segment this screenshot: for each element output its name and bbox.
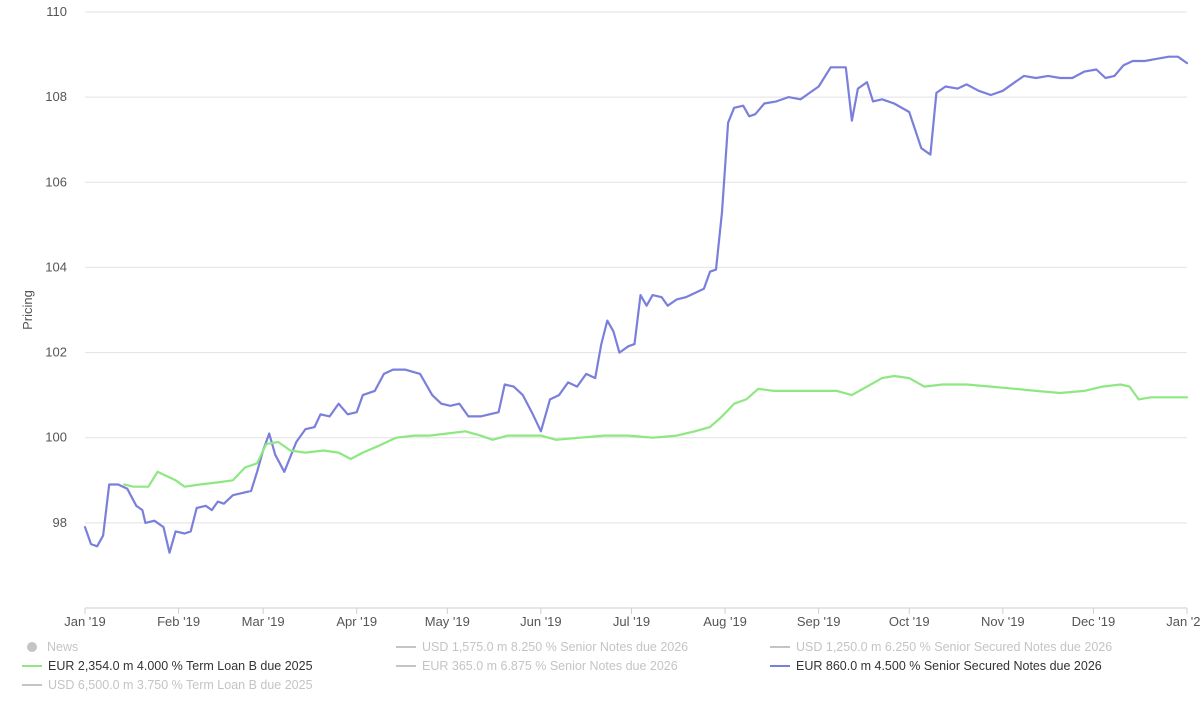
x-tick-label: Apr '19	[336, 614, 377, 629]
legend-dot-icon	[27, 642, 37, 652]
legend-item-eur-2354-term-loan-b[interactable]: EUR 2,354.0 m 4.000 % Term Loan B due 20…	[22, 659, 313, 673]
legend-item-news[interactable]: News	[22, 640, 78, 654]
legend-item-label: USD 1,575.0 m 8.250 % Senior Notes due 2…	[422, 640, 689, 654]
series-line-0	[83, 55, 1189, 554]
y-tick-label: 110	[46, 4, 67, 19]
x-tick-label: May '19	[425, 614, 470, 629]
y-tick-label: 104	[45, 259, 67, 274]
x-tick-label: Jan '20	[1166, 614, 1200, 629]
x-tick-label: Jul '19	[613, 614, 650, 629]
legend-line-icon	[770, 646, 790, 648]
legend-item-usd-1250-senior-secured-notes[interactable]: USD 1,250.0 m 6.250 % Senior Secured Not…	[770, 640, 1112, 654]
legend-item-usd-6500-term-loan-b[interactable]: USD 6,500.0 m 3.750 % Term Loan B due 20…	[22, 678, 313, 692]
x-tick-label: Oct '19	[889, 614, 930, 629]
legend-line-icon	[22, 684, 42, 686]
y-axis-title: Pricing	[20, 290, 35, 330]
y-tick-label: 106	[45, 174, 67, 189]
legend-item-label: USD 6,500.0 m 3.750 % Term Loan B due 20…	[48, 678, 313, 692]
legend-item-label: EUR 860.0 m 4.500 % Senior Secured Notes…	[796, 659, 1102, 673]
legend-item-eur-860-senior-secured-notes[interactable]: EUR 860.0 m 4.500 % Senior Secured Notes…	[770, 659, 1102, 673]
pricing-line-chart: 98 100 102 104 106 108 110 Jan '19 Feb '19 Mar '1…	[20, 4, 1200, 629]
series-line-1	[123, 374, 1189, 488]
legend-item-label: EUR 365.0 m 6.875 % Senior Notes due 202…	[422, 659, 678, 673]
legend-line-icon	[396, 646, 416, 648]
x-tick-label: Sep '19	[797, 614, 841, 629]
legend-item-label: USD 1,250.0 m 6.250 % Senior Secured Not…	[796, 640, 1113, 654]
legend-line-icon	[396, 665, 416, 667]
legend-item-eur-365-senior-notes[interactable]: EUR 365.0 m 6.875 % Senior Notes due 202…	[396, 659, 678, 673]
x-tick-label: Jan '19	[64, 614, 106, 629]
x-tick-label: Mar '19	[242, 614, 285, 629]
x-tick-label: Jun '19	[520, 614, 562, 629]
legend-item-label: EUR 2,354.0 m 4.000 % Term Loan B due 20…	[48, 659, 313, 673]
x-tick-label: Nov '19	[981, 614, 1025, 629]
x-tick-label: Aug '19	[703, 614, 747, 629]
legend-item-usd-1575-senior-notes[interactable]: USD 1,575.0 m 8.250 % Senior Notes due 2…	[396, 640, 688, 654]
legend-line-icon	[770, 665, 790, 667]
x-tick-label: Dec '19	[1072, 614, 1116, 629]
y-tick-label: 108	[45, 89, 67, 104]
y-tick-label: 100	[45, 430, 67, 445]
x-tick-label: Feb '19	[157, 614, 200, 629]
legend: News USD 1,575.0 m 8.250 % Senior Notes …	[0, 638, 1200, 720]
y-tick-label: 98	[53, 515, 67, 530]
legend-item-label: News	[47, 640, 79, 654]
y-tick-label: 102	[45, 345, 67, 360]
legend-line-icon	[22, 665, 42, 667]
